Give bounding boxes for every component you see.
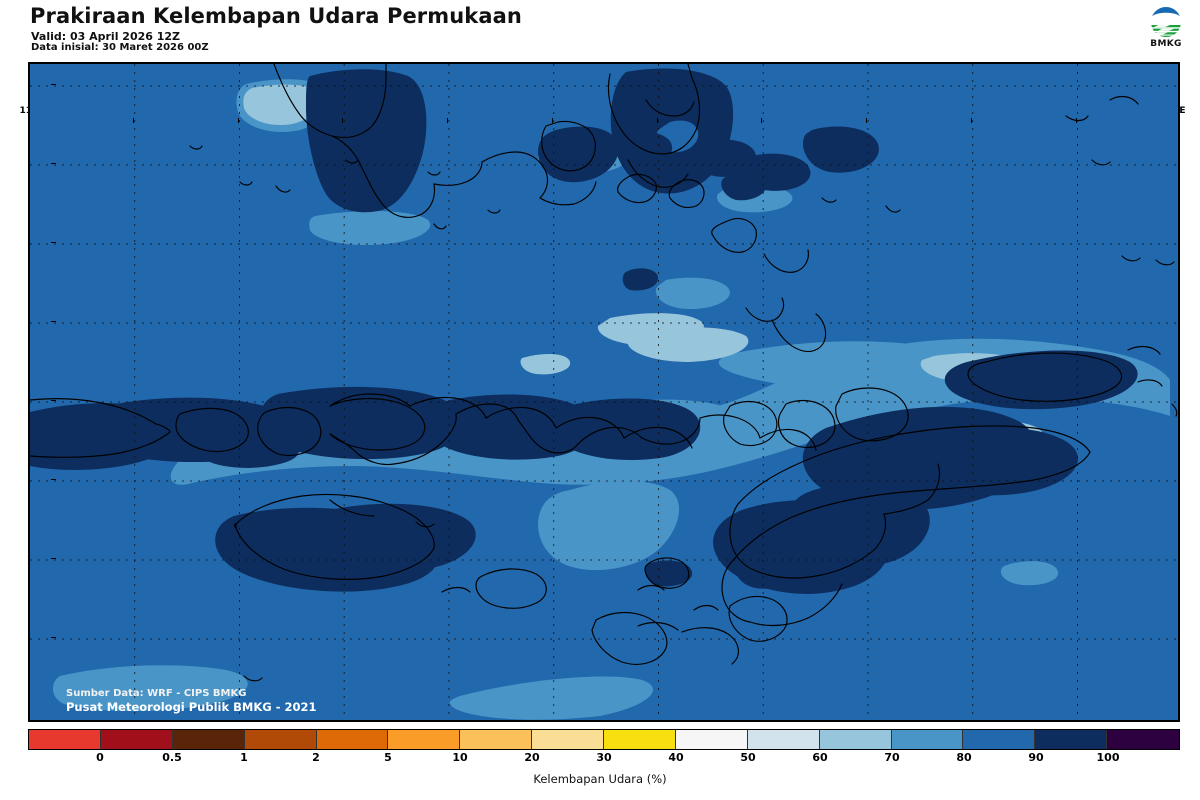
colorbar-segment-9	[675, 730, 748, 749]
colorbar-tick-80: 80	[956, 751, 972, 764]
colorbar-tick-0.5: 0.5	[162, 751, 182, 764]
colorbar-segment-15	[1107, 730, 1179, 749]
lon-tick-124e	[761, 118, 763, 123]
colorbar-tick-90: 90	[1028, 751, 1044, 764]
bmkg-logo: BMKG	[1140, 6, 1192, 54]
lat-tick-5s	[51, 84, 56, 85]
lat-tick-6s	[51, 163, 56, 164]
page-title: Prakiraan Kelembapan Udara Permukaan	[30, 4, 522, 28]
lat-tick-11s	[51, 558, 56, 559]
colorbar-segment-10	[747, 730, 820, 749]
colorbar-tick-10: 10	[452, 751, 468, 764]
colorbar-segment-14	[1035, 730, 1108, 749]
colorbar-segment-7	[532, 730, 604, 749]
colorbar-tick-50: 50	[740, 751, 756, 764]
lon-tick-118e	[132, 118, 134, 123]
colorbar-tick-labels: 0 0.5 1 2 5 10 20 30 40 50 60 70 80 90 100	[28, 751, 1180, 767]
valid-time-label: Valid: 03 April 2026 12Z	[31, 30, 181, 43]
map-plot-area[interactable]: Sumber Data: WRF - CIPS BMKG Pusat Meteo…	[28, 62, 1180, 722]
humidity-contour-layer	[30, 64, 1178, 720]
colorbar-segment-2	[172, 730, 245, 749]
bmkg-logo-mark	[1150, 6, 1182, 38]
colorbar-tick-30: 30	[596, 751, 612, 764]
colorbar-tick-60: 60	[812, 751, 828, 764]
colorbar-tick-5: 5	[384, 751, 392, 764]
colorbar-tick-2: 2	[312, 751, 320, 764]
colorbar[interactable]	[28, 729, 1180, 750]
lat-tick-7s	[51, 242, 56, 243]
header: Prakiraan Kelembapan Udara Permukaan Val…	[0, 0, 1200, 54]
colorbar-segment-8	[604, 730, 676, 749]
colorbar-tick-20: 20	[524, 751, 540, 764]
lon-tick-122e	[551, 118, 553, 123]
initial-data-label: Data inisial: 30 Maret 2026 00Z	[31, 42, 209, 53]
colorbar-tick-1: 1	[240, 751, 248, 764]
lon-tick-123e	[656, 118, 658, 123]
lat-tick-10s	[51, 479, 56, 480]
colorbar-segment-1	[100, 730, 173, 749]
colorbar-segment-0	[29, 730, 101, 749]
colorbar-segment-13	[963, 730, 1036, 749]
colorbar-tick-0: 0	[96, 751, 104, 764]
colorbar-segment-6	[460, 730, 533, 749]
colorbar-axis-label: Kelembapan Udara (%)	[533, 772, 667, 786]
lat-tick-8s	[51, 321, 56, 322]
colorbar-segment-12	[891, 730, 964, 749]
lon-tick-119e	[237, 118, 239, 123]
colorbar-segment-4	[316, 730, 389, 749]
bmkg-logo-caption: BMKG	[1150, 39, 1182, 49]
lat-tick-12s	[51, 637, 56, 638]
colorbar-segment-11	[819, 730, 892, 749]
lon-tick-121e	[447, 118, 448, 123]
colorbar-segment-3	[244, 730, 317, 749]
colorbar-tick-100: 100	[1096, 751, 1120, 764]
map-container: 117E 118E 119E 120E 121E 122E 123E 124E …	[20, 62, 1185, 722]
lon-tick-125e	[866, 118, 867, 123]
lon-tick-126e	[970, 118, 972, 123]
lon-tick-120e	[342, 118, 344, 123]
colorbar-tick-40: 40	[668, 751, 684, 764]
lat-tick-9s	[51, 400, 56, 401]
lon-tick-127e	[1075, 118, 1077, 123]
colorbar-tick-70: 70	[884, 751, 900, 764]
colorbar-segment-5	[388, 730, 461, 749]
